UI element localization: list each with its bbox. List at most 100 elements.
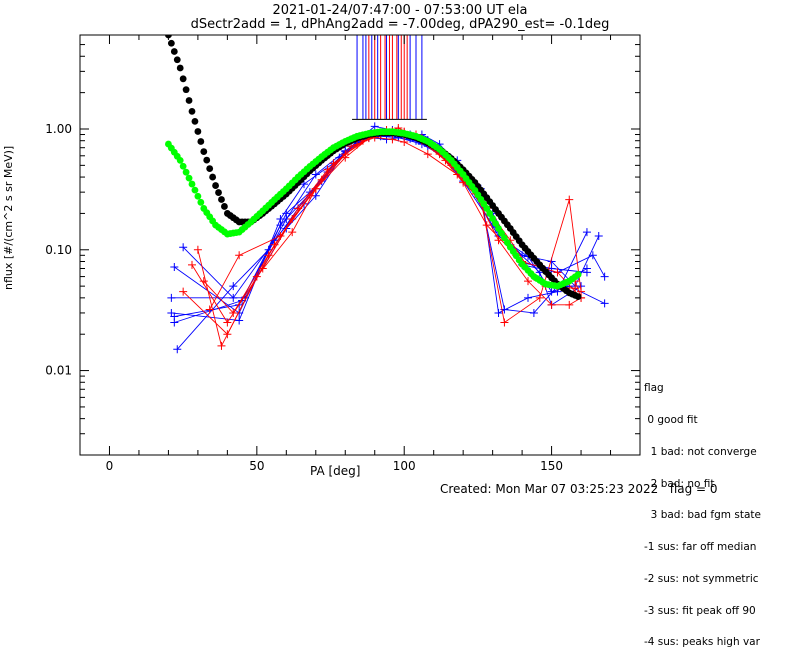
data-point: [305, 191, 314, 200]
data-point: [179, 243, 188, 252]
data-point: [217, 341, 226, 350]
fit-point: [489, 215, 497, 222]
data-point: [188, 260, 196, 269]
data-point: [199, 277, 208, 286]
fit-point: [188, 180, 196, 188]
series-line: [171, 125, 588, 321]
data-point: [529, 308, 538, 317]
fit-point: [574, 271, 582, 278]
data-point: [565, 300, 574, 309]
fit-point: [179, 75, 187, 83]
fit-point: [197, 138, 205, 145]
fit-point: [486, 210, 494, 217]
data-point: [329, 159, 338, 168]
data-point: [235, 316, 244, 325]
data-point: [179, 287, 188, 296]
data-point: [229, 308, 238, 317]
data-point: [323, 165, 332, 174]
fit-point: [179, 162, 187, 170]
legend-item: -1 sus: far off median: [644, 541, 757, 554]
data-point: [341, 150, 350, 159]
fit-point: [483, 205, 491, 212]
data-point: [235, 251, 244, 260]
fit-point: [176, 64, 184, 72]
data-point: [170, 318, 179, 327]
y-tick-label: 1.00: [45, 122, 72, 136]
plot-area: [165, 35, 609, 354]
data-point: [288, 228, 297, 237]
fit-point: [194, 192, 202, 200]
series-line: [174, 135, 582, 318]
data-point: [565, 195, 574, 204]
plot-frame: [79, 34, 641, 456]
data-point: [400, 138, 409, 147]
data-point: [229, 282, 238, 291]
fit-point: [167, 39, 175, 47]
legend-item: 3 bad: bad fgm state: [644, 509, 761, 522]
legend-item: -2 sus: not symmetric: [644, 572, 759, 585]
fit-point: [191, 186, 199, 194]
data-point: [193, 245, 202, 254]
data-point: [582, 228, 591, 237]
data-point: [167, 293, 176, 302]
fit-point: [170, 48, 178, 55]
data-point: [288, 214, 297, 223]
x-axis-label: PA [deg]: [310, 464, 361, 478]
fit-point: [191, 118, 199, 125]
y-axis-label: nflux [#/(cm^2 s sr MeV)]: [2, 145, 15, 290]
data-point: [173, 345, 182, 354]
legend-item: -4 sus: peaks high var: [644, 636, 760, 649]
fit-point: [212, 182, 219, 189]
data-point: [500, 318, 509, 327]
data-point: [205, 305, 214, 314]
fit-point: [182, 86, 190, 94]
chart-title: 2021-01-24/07:47:00 - 07:53:00 UT ela: [272, 3, 528, 18]
fit-point: [185, 174, 193, 182]
data-point: [276, 214, 285, 223]
x-tick-label: 100: [393, 459, 416, 473]
data-point: [524, 293, 532, 302]
x-tick-label: 0: [106, 459, 114, 473]
y-tick-label: 0.01: [45, 364, 72, 378]
fit-point: [209, 173, 217, 181]
footer: Created: Mon Mar 07 03:25:23 2022 flag =…: [440, 482, 718, 496]
legend-item: -3 sus: fit peak off 90: [644, 604, 756, 617]
data-point: [370, 122, 379, 131]
fit-point: [200, 148, 208, 155]
fit-point: [194, 128, 202, 135]
series-line: [176, 135, 605, 350]
flag-legend: flag 0 good fit 1 bad: not converge 2 ba…: [644, 362, 761, 659]
legend-item: 1 bad: not converge: [644, 445, 757, 458]
data-point: [311, 184, 320, 193]
data-point: [524, 277, 532, 286]
series-line: [209, 130, 582, 310]
fit-point: [173, 56, 181, 64]
data-point: [594, 232, 603, 241]
fit-point: [206, 165, 214, 172]
x-tick-label: 50: [249, 459, 264, 473]
data-point: [388, 135, 397, 144]
data-point: [223, 318, 232, 327]
data-point: [600, 299, 609, 308]
chart-subtitle: dSectr2add = 1, dPhAng2add = -7.00deg, d…: [190, 17, 610, 32]
fit-point: [188, 107, 196, 115]
data-point: [311, 170, 320, 179]
fit-point: [221, 203, 228, 210]
pa-spectrum-chart: 0 50 100 150 0.01 0.10 1.00: [45, 34, 641, 473]
data-point: [494, 236, 503, 245]
fit-point: [492, 220, 499, 227]
fit-point: [203, 156, 211, 164]
fit-point: [215, 189, 222, 196]
data-point: [547, 300, 556, 309]
fit-point: [197, 198, 205, 206]
fit-point: [176, 156, 184, 164]
data-point: [170, 263, 179, 272]
fit-point: [185, 97, 193, 104]
y-tick-label: 0.10: [45, 243, 72, 257]
data-point: [300, 180, 308, 189]
series-line: [203, 127, 582, 314]
flag-value: flag = 0: [669, 482, 718, 496]
data-point: [482, 221, 491, 230]
data-point: [423, 150, 432, 159]
fit-point: [218, 196, 225, 203]
